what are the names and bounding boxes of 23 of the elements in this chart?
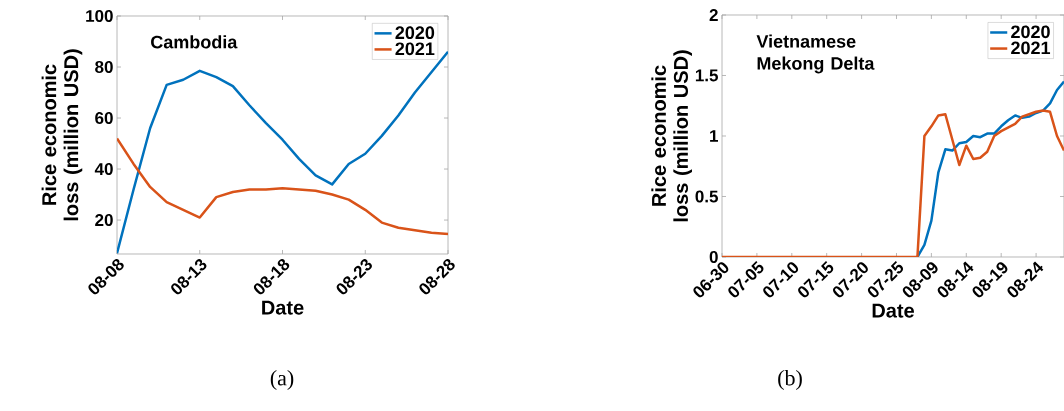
y-tick-label: 40: [94, 163, 113, 176]
y-tick-label: 80: [95, 60, 113, 74]
y-tick-label: 100: [86, 9, 113, 23]
line-series: [916, 80, 1064, 257]
legend-label: 2020: [395, 26, 435, 40]
text: Vietnamese Mekong Delta: [756, 34, 875, 74]
x-axis-title: Date: [872, 303, 914, 318]
text: (b): [778, 370, 802, 390]
y-axis-title: Rice economic loss (million USD): [651, 50, 692, 222]
y-tick-label: 1: [710, 130, 719, 142]
text: Cambodia: [151, 35, 238, 49]
y-tick-label: 20: [95, 214, 113, 227]
legend-label: 2021: [395, 42, 435, 56]
legend-label: 2020: [1011, 25, 1050, 39]
y-tick-label: 0: [709, 250, 718, 264]
y-tick-label: 2: [709, 9, 718, 21]
y-tick-label: 60: [95, 112, 113, 125]
text: (a): [270, 370, 294, 390]
legend-label: 2021: [1011, 41, 1051, 55]
y-axis-title: Rice economic loss (million USD): [41, 49, 83, 221]
x-axis-title: Date: [262, 300, 304, 315]
y-tick-label: 0.5: [695, 190, 719, 203]
y-tick-label: 1.5: [695, 69, 719, 82]
